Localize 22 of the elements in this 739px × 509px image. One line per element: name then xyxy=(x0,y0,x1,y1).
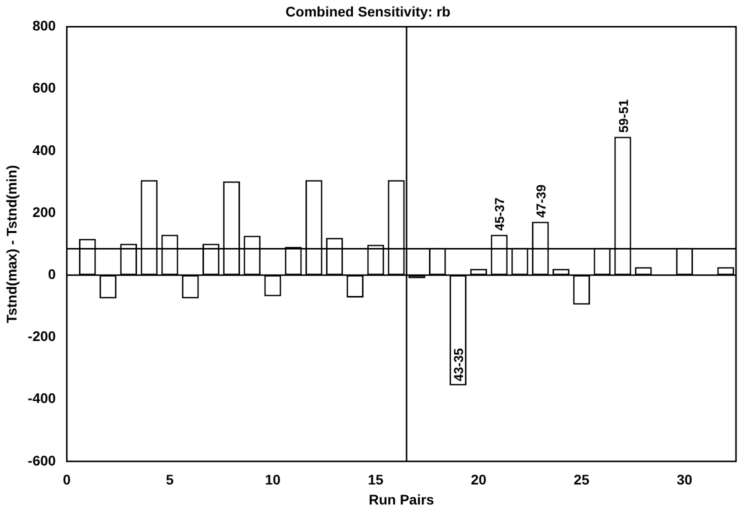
y-axis-title: Tstnd(max) - Tstnd(min) xyxy=(3,165,20,324)
annotation: 45-37 xyxy=(492,198,508,231)
y-tick-label: 800 xyxy=(32,18,56,34)
y-tick-label: 200 xyxy=(32,204,56,220)
y-tick-label: -400 xyxy=(28,390,56,406)
x-tick-label: 5 xyxy=(166,472,174,488)
annotation: 47-39 xyxy=(533,184,548,218)
x-tick-label: 20 xyxy=(470,472,487,488)
x-tick-label: 30 xyxy=(676,472,693,488)
y-tick-label: -200 xyxy=(28,328,56,344)
y-tick-label: 0 xyxy=(48,266,56,282)
annotation: 59-51 xyxy=(616,99,631,133)
x-axis-title: Run Pairs xyxy=(368,491,434,508)
x-tick-label: 0 xyxy=(62,472,71,488)
y-tick-label: -600 xyxy=(28,452,56,468)
x-tick-label: 10 xyxy=(264,472,281,488)
x-tick-label: 15 xyxy=(368,472,384,488)
chart-title: Combined Sensitivity: rb xyxy=(286,3,450,20)
x-tick-label: 25 xyxy=(574,472,590,488)
annotation: 43-35 xyxy=(451,348,466,382)
y-tick-label: 600 xyxy=(32,80,56,96)
y-tick-label: 400 xyxy=(32,142,56,158)
